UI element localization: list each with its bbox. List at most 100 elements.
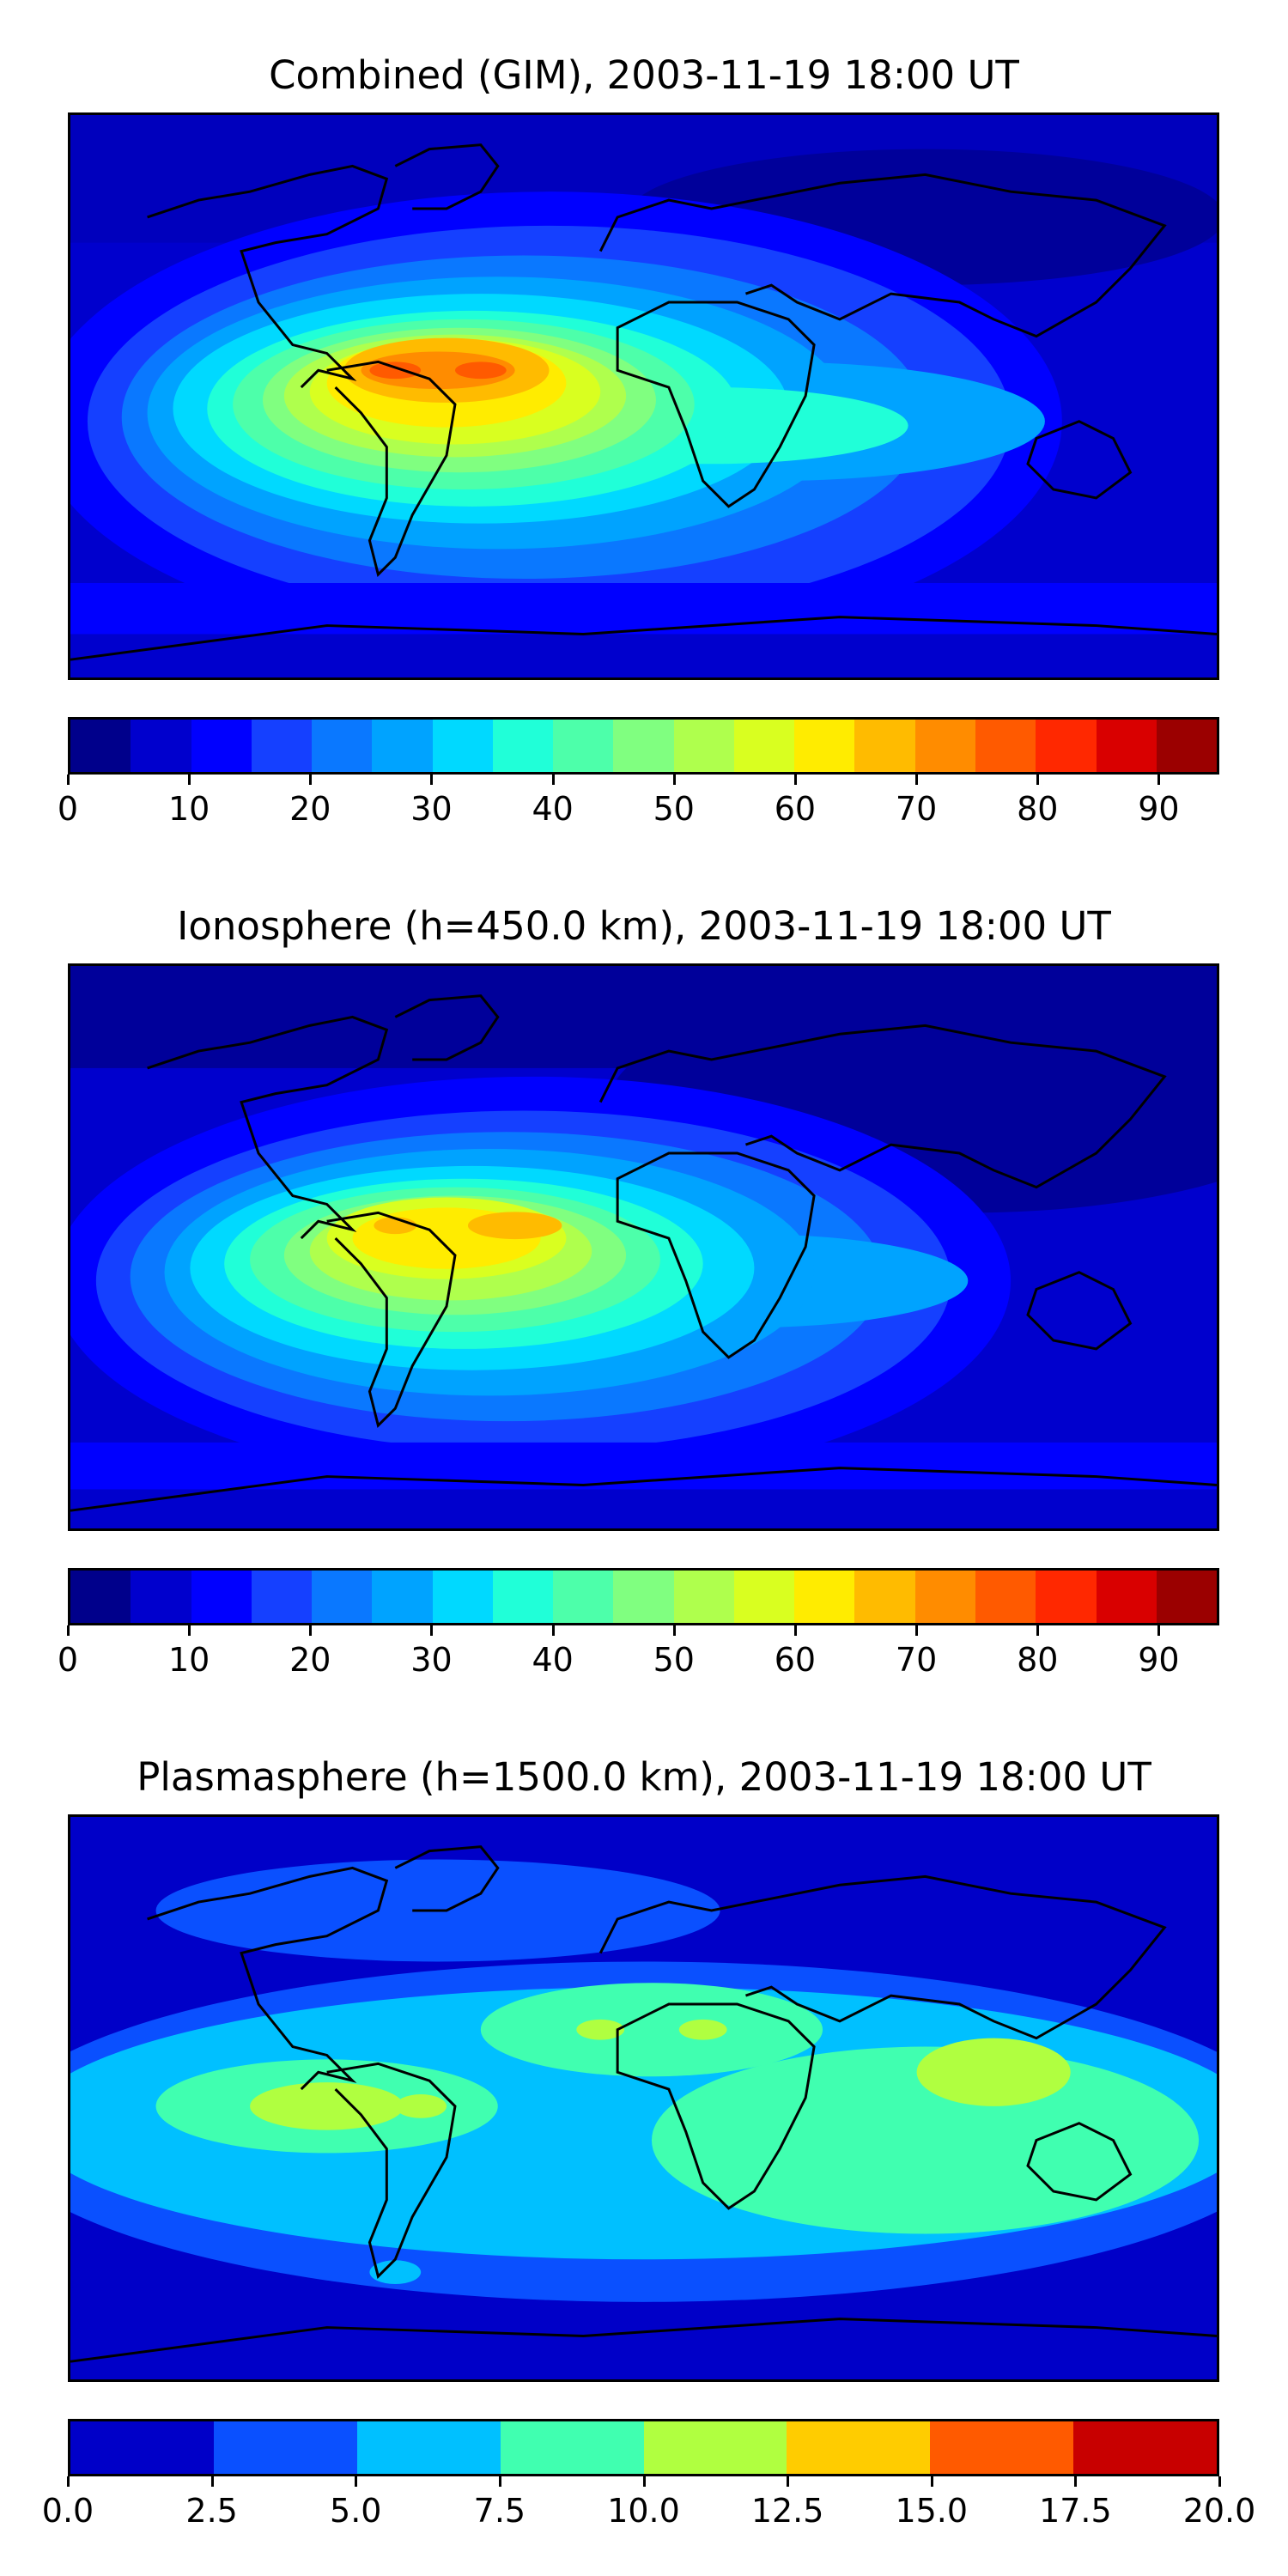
- colorbar-segment: [733, 1571, 795, 1623]
- colorbar-segment: [1073, 2421, 1217, 2474]
- tick-mark: [915, 775, 919, 785]
- colorbar-segment: [1096, 720, 1157, 772]
- tick-label: 7.5: [473, 2492, 526, 2530]
- tick-mark: [67, 1625, 70, 1636]
- colorbar-segment: [251, 720, 313, 772]
- colorbar-segment: [213, 2421, 357, 2474]
- contour-field: [70, 1817, 1217, 2379]
- tick-label: 70: [895, 1641, 938, 1679]
- colorbar-segment: [673, 1571, 734, 1623]
- colorbar-segment: [131, 720, 191, 772]
- colorbar-segment: [673, 720, 734, 772]
- colorbar-segment: [312, 720, 373, 772]
- colorbar-segment: [975, 1571, 1036, 1623]
- tick-label: 30: [410, 1641, 453, 1679]
- tick-label: 20.0: [1182, 2492, 1256, 2530]
- colorbar-segment: [643, 2421, 787, 2474]
- colorbar-segment: [1036, 720, 1097, 772]
- colorbar-segment: [914, 1571, 975, 1623]
- colorbar-segment: [794, 1571, 855, 1623]
- tick-label: 5.0: [330, 2492, 382, 2530]
- tick-mark: [309, 1625, 313, 1636]
- tick-label: 90: [1138, 1641, 1180, 1679]
- tick-mark: [787, 2476, 790, 2487]
- colorbar-segment: [975, 720, 1036, 772]
- colorbar-segment: [70, 720, 131, 772]
- tick-label: 20: [289, 1641, 331, 1679]
- tick-label: 80: [1017, 790, 1059, 828]
- colorbar-segment: [191, 720, 252, 772]
- colorbar-segment: [930, 2421, 1074, 2474]
- colorbar-segment: [1096, 1571, 1157, 1623]
- map-title: Combined (GIM), 2003-11-19 18:00 UT: [269, 52, 1019, 98]
- colorbar-segment: [1156, 1571, 1218, 1623]
- tick-label: 10: [167, 1641, 210, 1679]
- tick-mark: [355, 2476, 358, 2487]
- tick-label: 0: [57, 790, 79, 828]
- tick-mark: [188, 1625, 191, 1636]
- colorbar: [68, 2419, 1219, 2476]
- tick-mark: [930, 2476, 933, 2487]
- tick-label: 17.5: [1039, 2492, 1112, 2530]
- tick-mark: [210, 2476, 214, 2487]
- tick-label: 30: [410, 790, 453, 828]
- tick-label: 40: [532, 790, 574, 828]
- colorbar-segment: [613, 1571, 674, 1623]
- map-title: Ionosphere (h=450.0 km), 2003-11-19 18:0…: [177, 903, 1111, 949]
- colorbar-segment: [70, 2421, 214, 2474]
- colorbar-segment: [70, 1571, 131, 1623]
- colorbar-segment: [432, 720, 493, 772]
- tick-mark: [1157, 775, 1161, 785]
- contour-field: [70, 115, 1217, 677]
- tick-label: 0.0: [41, 2492, 94, 2530]
- colorbar-segment: [787, 2421, 931, 2474]
- tick-mark: [430, 1625, 434, 1636]
- tick-mark: [498, 2476, 501, 2487]
- tick-label: 0: [57, 1641, 79, 1679]
- tick-mark: [915, 1625, 919, 1636]
- tick-mark: [642, 2476, 646, 2487]
- contour-field: [70, 966, 1217, 1528]
- colorbar-segment: [372, 1571, 433, 1623]
- colorbar-segment: [312, 1571, 373, 1623]
- tick-label: 10.0: [607, 2492, 680, 2530]
- tick-label: 10: [167, 790, 210, 828]
- tick-mark: [430, 775, 434, 785]
- colorbar-segment: [500, 2421, 644, 2474]
- tick-mark: [793, 1625, 797, 1636]
- coastlines: [70, 143, 1217, 661]
- tick-label: 60: [774, 790, 817, 828]
- colorbar-segment: [372, 720, 433, 772]
- tick-mark: [672, 775, 676, 785]
- colorbar-segment: [1156, 720, 1218, 772]
- map-title: Plasmasphere (h=1500.0 km), 2003-11-19 1…: [137, 1754, 1151, 1800]
- tick-label: 12.5: [750, 2492, 824, 2530]
- colorbar-segment: [613, 720, 674, 772]
- tick-mark: [1157, 1625, 1161, 1636]
- tick-mark: [793, 775, 797, 785]
- map-plasmasphere: [68, 1814, 1219, 2382]
- tick-label: 15.0: [895, 2492, 969, 2530]
- map-ionosphere: [68, 963, 1219, 1531]
- colorbar-segment: [794, 720, 855, 772]
- tick-label: 70: [895, 790, 938, 828]
- colorbar-segment: [854, 1571, 915, 1623]
- colorbar-segment: [432, 1571, 493, 1623]
- tick-mark: [1218, 2476, 1221, 2487]
- tick-label: 20: [289, 790, 331, 828]
- tick-label: 50: [653, 1641, 695, 1679]
- colorbar-segment: [1036, 1571, 1097, 1623]
- tick-mark: [67, 775, 70, 785]
- tick-mark: [551, 775, 555, 785]
- tick-mark: [67, 2476, 70, 2487]
- colorbar-segment: [854, 720, 915, 772]
- colorbar-ticks: 0.0 2.5 5.0 7.5 10.0 12.5 15.0 17.5 20.0: [42, 2476, 1255, 2530]
- colorbar-segment: [553, 1571, 614, 1623]
- colorbar-ticks: 0 10 20 30 40 50 60 70 80 90: [58, 775, 1219, 828]
- coastlines: [70, 1845, 1217, 2363]
- colorbar: [68, 1568, 1219, 1625]
- tick-label: 40: [532, 1641, 574, 1679]
- colorbar-segment: [492, 1571, 554, 1623]
- colorbar-segment: [553, 720, 614, 772]
- map-combined: [68, 112, 1219, 680]
